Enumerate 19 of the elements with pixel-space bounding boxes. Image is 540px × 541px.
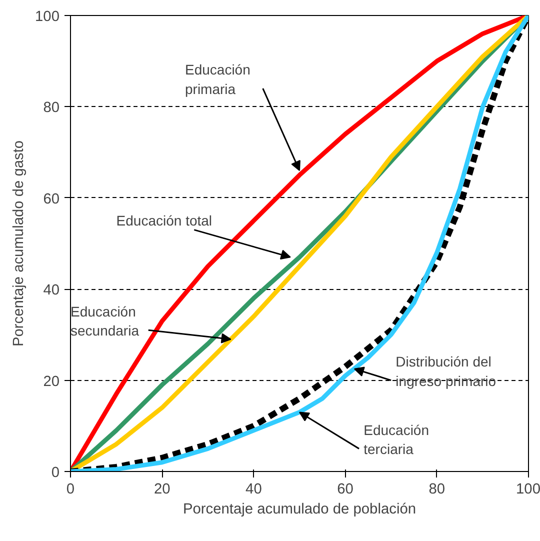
y-tick-label: 0 (51, 465, 60, 481)
annotation: Educación total (116, 212, 212, 229)
x-tick-label: 60 (337, 482, 354, 498)
y-axis-title: Porcentaje acumulado de gasto (11, 140, 28, 347)
y-tick-label: 80 (43, 100, 60, 116)
annotation: Educación primaria (185, 62, 250, 97)
annotation: Educación terciaria (364, 422, 430, 458)
y-tick-label: 20 (43, 374, 60, 390)
x-tick-label: 100 (516, 482, 540, 498)
x-tick-label: 40 (246, 482, 262, 498)
annotation: Educación secundaria (70, 303, 140, 339)
x-tick-label: 0 (66, 482, 75, 498)
y-tick-label: 40 (43, 282, 60, 299)
x-tick-label: 80 (428, 482, 446, 498)
y-tick-label: 60 (43, 191, 60, 208)
y-tick-label: 100 (35, 9, 60, 25)
annotation: Distribución del ingreso primario (396, 354, 496, 389)
x-axis-title: Porcentaje acumulado de población (182, 502, 416, 518)
x-tick-label: 20 (154, 482, 170, 498)
